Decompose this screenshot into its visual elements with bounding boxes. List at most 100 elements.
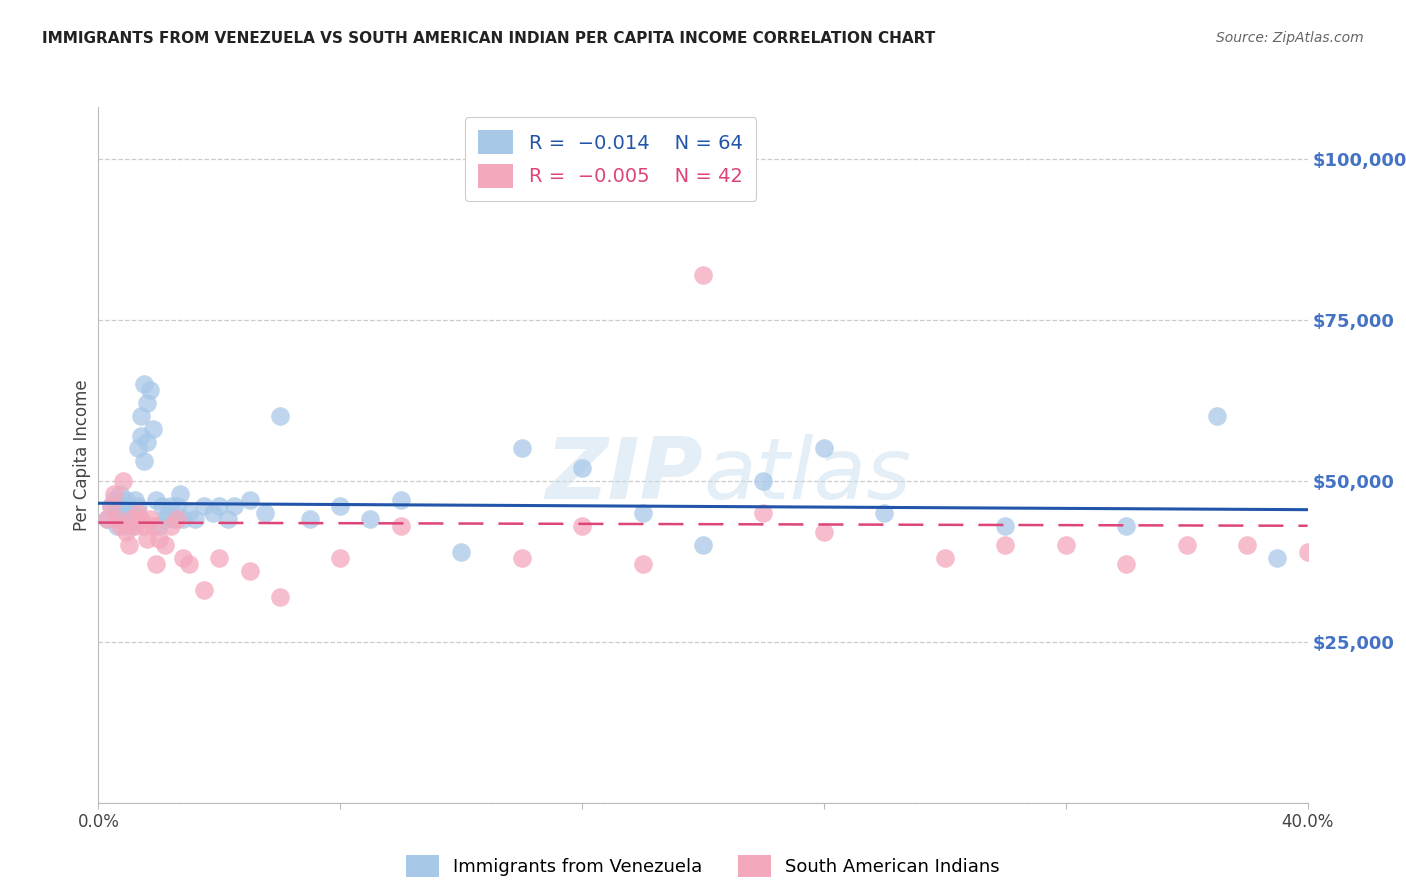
Point <box>153 512 176 526</box>
Point <box>129 409 152 424</box>
Point <box>96 512 118 526</box>
Point <box>100 500 122 514</box>
Point <box>752 506 775 520</box>
Text: IMMIGRANTS FROM VENEZUELA VS SOUTH AMERICAN INDIAN PER CAPITA INCOME CORRELATION: IMMIGRANTS FROM VENEZUELA VS SOUTH AMERI… <box>42 31 935 46</box>
Point <box>172 512 194 526</box>
Point <box>510 442 533 456</box>
Point <box>124 493 146 508</box>
Point <box>450 544 472 558</box>
Point <box>118 512 141 526</box>
Point <box>692 268 714 282</box>
Point <box>169 486 191 500</box>
Point <box>208 551 231 566</box>
Point <box>217 512 239 526</box>
Point <box>108 506 131 520</box>
Point <box>135 435 157 450</box>
Point <box>202 506 225 520</box>
Point <box>124 518 146 533</box>
Point <box>142 422 165 436</box>
Point <box>253 506 276 520</box>
Point <box>139 384 162 398</box>
Point <box>129 428 152 442</box>
Point <box>153 538 176 552</box>
Point <box>111 500 134 514</box>
Point <box>127 442 149 456</box>
Point <box>1236 538 1258 552</box>
Point <box>114 525 136 540</box>
Point <box>193 500 215 514</box>
Point <box>114 518 136 533</box>
Point <box>193 583 215 598</box>
Point <box>124 512 146 526</box>
Point <box>160 518 183 533</box>
Point <box>121 512 143 526</box>
Point <box>994 518 1017 533</box>
Point <box>631 558 654 572</box>
Text: ZIP: ZIP <box>546 434 703 517</box>
Point <box>299 512 322 526</box>
Point <box>96 512 118 526</box>
Point <box>148 532 170 546</box>
Point <box>329 500 352 514</box>
Point <box>100 500 122 514</box>
Point <box>752 474 775 488</box>
Point <box>163 512 186 526</box>
Point <box>103 486 125 500</box>
Point <box>105 500 128 514</box>
Point <box>111 474 134 488</box>
Point <box>873 506 896 520</box>
Point <box>118 500 141 514</box>
Point <box>1054 538 1077 552</box>
Point <box>111 506 134 520</box>
Point <box>571 460 593 475</box>
Point <box>177 558 201 572</box>
Point <box>129 512 152 526</box>
Point <box>166 500 188 514</box>
Point <box>172 551 194 566</box>
Point <box>269 590 291 604</box>
Point <box>121 518 143 533</box>
Point <box>135 396 157 410</box>
Point <box>103 493 125 508</box>
Point <box>329 551 352 566</box>
Point <box>148 518 170 533</box>
Point <box>150 500 173 514</box>
Point <box>139 512 162 526</box>
Point <box>166 512 188 526</box>
Point <box>224 500 246 514</box>
Point <box>1206 409 1229 424</box>
Point <box>1115 558 1137 572</box>
Point <box>118 538 141 552</box>
Point <box>813 525 835 540</box>
Point <box>184 512 207 526</box>
Point <box>389 493 412 508</box>
Text: atlas: atlas <box>703 434 911 517</box>
Point <box>239 564 262 578</box>
Point <box>692 538 714 552</box>
Point <box>571 518 593 533</box>
Point <box>108 486 131 500</box>
Point <box>142 518 165 533</box>
Point <box>269 409 291 424</box>
Point <box>934 551 956 566</box>
Point <box>105 512 128 526</box>
Point <box>177 506 201 520</box>
Point <box>360 512 382 526</box>
Point <box>127 500 149 514</box>
Point <box>145 558 167 572</box>
Text: Source: ZipAtlas.com: Source: ZipAtlas.com <box>1216 31 1364 45</box>
Legend: Immigrants from Venezuela, South American Indians: Immigrants from Venezuela, South America… <box>399 847 1007 884</box>
Point <box>111 512 134 526</box>
Point <box>132 518 155 533</box>
Y-axis label: Per Capita Income: Per Capita Income <box>73 379 91 531</box>
Point <box>389 518 412 533</box>
Point <box>108 518 131 533</box>
Point <box>631 506 654 520</box>
Point <box>105 518 128 533</box>
Point <box>160 500 183 514</box>
Point <box>114 493 136 508</box>
Point <box>994 538 1017 552</box>
Point <box>1296 544 1319 558</box>
Point <box>132 377 155 392</box>
Point <box>1175 538 1198 552</box>
